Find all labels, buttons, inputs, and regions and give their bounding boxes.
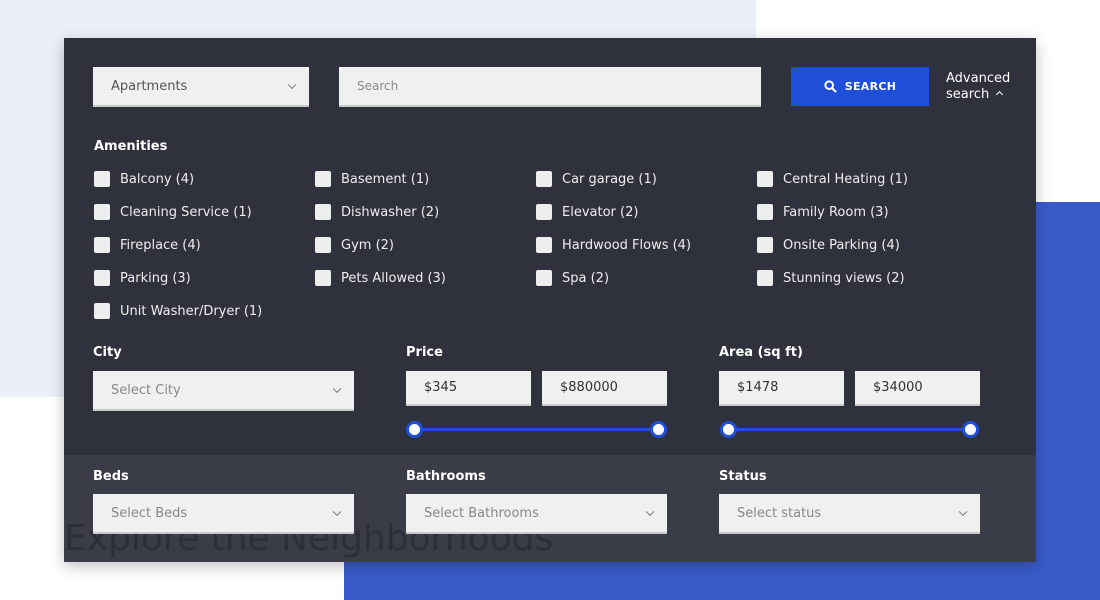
amenity-checkbox[interactable]: Onsite Parking (4) <box>757 237 900 253</box>
checkbox-box[interactable] <box>315 237 331 253</box>
checkbox-box[interactable] <box>315 270 331 286</box>
area-max-value: $34000 <box>873 380 923 395</box>
bathrooms-select[interactable]: Select Bathrooms <box>406 494 667 534</box>
price-min-input[interactable]: $345 <box>406 371 531 406</box>
amenity-label: Gym (2) <box>341 237 394 253</box>
chevron-down-icon <box>332 507 342 517</box>
amenity-label: Stunning views (2) <box>783 270 905 286</box>
amenity-label: Fireplace (4) <box>120 237 201 253</box>
amenity-label: Balcony (4) <box>120 171 195 187</box>
amenities-title: Amenities <box>94 139 168 154</box>
chevron-down-icon <box>287 80 297 90</box>
beds-select[interactable]: Select Beds <box>93 494 354 534</box>
price-max-input[interactable]: $880000 <box>542 371 667 406</box>
amenity-checkbox[interactable]: Parking (3) <box>94 270 191 286</box>
checkbox-box[interactable] <box>536 237 552 253</box>
amenity-label: Central Heating (1) <box>783 171 908 187</box>
amenity-label: Car garage (1) <box>562 171 657 187</box>
amenity-checkbox[interactable]: Cleaning Service (1) <box>94 204 252 220</box>
search-icon <box>824 80 837 93</box>
search-placeholder: Search <box>357 79 399 93</box>
search-panel: Explore the Neighborhoods Apartments Sea… <box>64 38 1036 562</box>
amenity-label: Dishwasher (2) <box>341 204 440 220</box>
search-input[interactable]: Search <box>339 67 761 107</box>
price-max-handle[interactable] <box>650 421 667 438</box>
amenity-label: Basement (1) <box>341 171 430 187</box>
checkbox-box[interactable] <box>315 171 331 187</box>
amenity-checkbox[interactable]: Fireplace (4) <box>94 237 201 253</box>
amenity-checkbox[interactable]: Stunning views (2) <box>757 270 905 286</box>
amenity-label: Cleaning Service (1) <box>120 204 252 220</box>
area-label: Area (sq ft) <box>719 345 803 360</box>
amenity-checkbox[interactable]: Balcony (4) <box>94 171 194 187</box>
checkbox-box[interactable] <box>94 237 110 253</box>
advanced-search-toggle[interactable]: Advanced search <box>946 71 1010 103</box>
beds-placeholder: Select Beds <box>111 505 188 521</box>
amenity-label: Pets Allowed (3) <box>341 270 446 286</box>
area-min-input[interactable]: $1478 <box>719 371 844 406</box>
checkbox-box[interactable] <box>536 270 552 286</box>
amenity-checkbox[interactable]: Hardwood Flows (4) <box>536 237 691 253</box>
area-max-handle[interactable] <box>962 421 979 438</box>
search-button[interactable]: SEARCH <box>791 67 929 106</box>
amenity-label: Hardwood Flows (4) <box>562 237 692 253</box>
price-max-value: $880000 <box>560 380 618 395</box>
checkbox-box[interactable] <box>757 237 773 253</box>
amenity-checkbox[interactable]: Spa (2) <box>536 270 609 286</box>
amenity-label: Onsite Parking (4) <box>783 237 900 253</box>
amenity-checkbox[interactable]: Family Room (3) <box>757 204 889 220</box>
amenity-label: Family Room (3) <box>783 204 889 220</box>
amenity-label: Parking (3) <box>120 270 191 286</box>
price-range-slider[interactable] <box>406 421 667 438</box>
amenity-checkbox[interactable]: Dishwasher (2) <box>315 204 439 220</box>
checkbox-box[interactable] <box>757 171 773 187</box>
amenity-checkbox[interactable]: Central Heating (1) <box>757 171 908 187</box>
checkbox-box[interactable] <box>315 204 331 220</box>
checkbox-box[interactable] <box>536 171 552 187</box>
amenity-checkbox[interactable]: Basement (1) <box>315 171 429 187</box>
chevron-down-icon <box>645 507 655 517</box>
area-min-value: $1478 <box>737 380 779 395</box>
amenity-checkbox[interactable]: Pets Allowed (3) <box>315 270 446 286</box>
checkbox-box[interactable] <box>94 270 110 286</box>
bathrooms-placeholder: Select Bathrooms <box>424 505 539 521</box>
city-select[interactable]: Select City <box>93 371 354 411</box>
amenity-checkbox[interactable]: Unit Washer/Dryer (1) <box>94 303 262 319</box>
area-max-input[interactable]: $34000 <box>855 371 980 406</box>
area-range-slider[interactable] <box>720 421 979 438</box>
property-type-value: Apartments <box>111 78 188 94</box>
price-min-handle[interactable] <box>406 421 423 438</box>
price-label: Price <box>406 345 443 360</box>
checkbox-box[interactable] <box>536 204 552 220</box>
checkbox-box[interactable] <box>94 171 110 187</box>
chevron-down-icon <box>958 507 968 517</box>
amenity-checkbox[interactable]: Gym (2) <box>315 237 394 253</box>
amenity-checkbox[interactable]: Elevator (2) <box>536 204 638 220</box>
amenity-checkbox[interactable]: Car garage (1) <box>536 171 657 187</box>
status-select[interactable]: Select status <box>719 494 980 534</box>
status-label: Status <box>719 469 767 484</box>
price-min-value: $345 <box>424 380 458 395</box>
city-placeholder: Select City <box>111 382 181 398</box>
beds-label: Beds <box>93 469 129 484</box>
advanced-label-1: Advanced <box>946 71 1011 86</box>
checkbox-box[interactable] <box>757 204 773 220</box>
checkbox-box[interactable] <box>94 204 110 220</box>
city-label: City <box>93 345 122 360</box>
checkbox-box[interactable] <box>757 270 773 286</box>
status-placeholder: Select status <box>737 505 822 521</box>
amenity-label: Unit Washer/Dryer (1) <box>120 303 263 319</box>
amenity-label: Elevator (2) <box>562 204 639 220</box>
area-min-handle[interactable] <box>720 421 737 438</box>
advanced-label-2: search <box>946 87 990 102</box>
property-type-select[interactable]: Apartments <box>93 67 309 107</box>
chevron-up-icon <box>996 90 1004 99</box>
bathrooms-label: Bathrooms <box>406 469 486 484</box>
search-button-label: SEARCH <box>844 80 897 93</box>
chevron-down-icon <box>332 384 342 394</box>
checkbox-box[interactable] <box>94 303 110 319</box>
amenity-label: Spa (2) <box>562 270 610 286</box>
